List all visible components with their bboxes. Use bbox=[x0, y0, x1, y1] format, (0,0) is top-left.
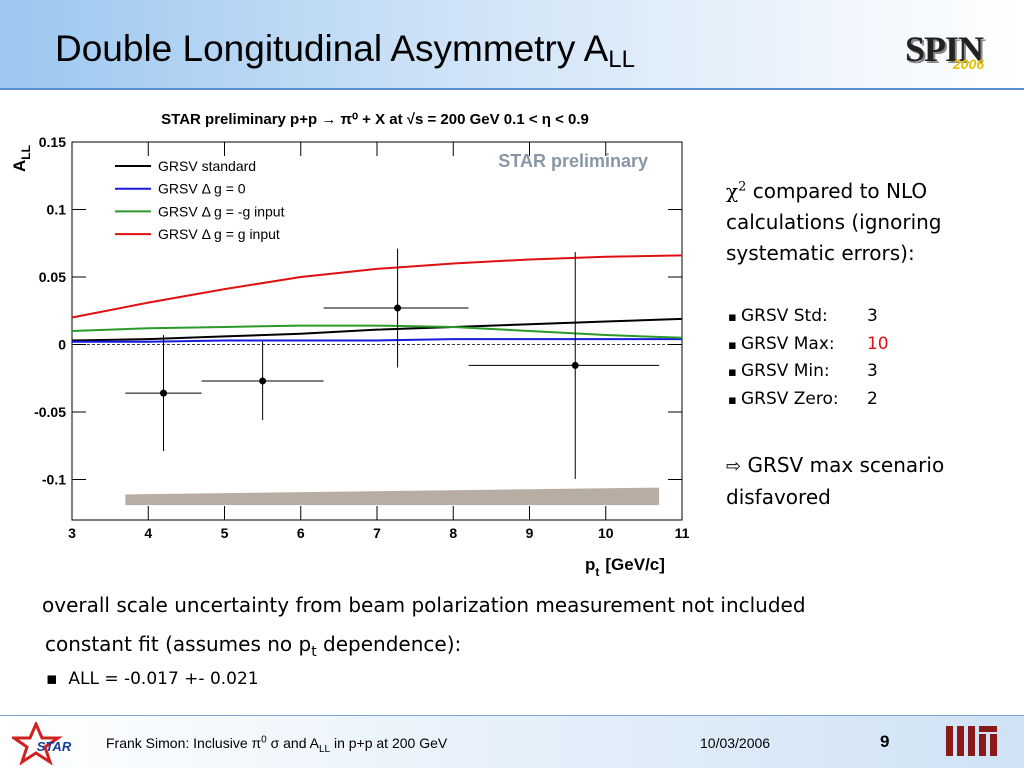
x-axis-label-sub: t bbox=[595, 565, 599, 579]
legend-label: GRSV Δ g = 0 bbox=[158, 181, 246, 197]
footer-rule bbox=[0, 715, 1024, 716]
curve bbox=[72, 338, 682, 343]
chi2-item: ▪ GRSV Min: 3 bbox=[728, 361, 878, 381]
x-tick-label: 10 bbox=[598, 525, 614, 541]
chi2-item: ▪ GRSV Std: 3 bbox=[728, 306, 878, 326]
chi2-label: GRSV Zero: bbox=[740, 388, 839, 409]
chi2-item: ▪ GRSV Zero: 2 bbox=[728, 388, 878, 409]
x-axis-label: pt [GeV/c] bbox=[585, 555, 665, 579]
legend-label: GRSV standard bbox=[158, 158, 256, 174]
y-axis-label: ALL bbox=[10, 145, 33, 172]
chi2-label: GRSV Max: bbox=[740, 333, 835, 354]
x-tick-label: 4 bbox=[144, 525, 152, 541]
y-axis-label-sub: LL bbox=[19, 145, 33, 160]
y-tick-label: 0.05 bbox=[39, 269, 66, 285]
chi2-item: ▪ GRSV Max: 10 bbox=[728, 333, 889, 354]
slide-title: Double Longitudinal Asymmetry ALL bbox=[55, 28, 635, 73]
chart-title: STAR preliminary p+p → π⁰ + X at √s = 20… bbox=[161, 111, 589, 128]
conclusion: ⇨ GRSV max scenario disfavored bbox=[726, 453, 945, 509]
y-tick-label: 0 bbox=[58, 337, 66, 353]
title-bar bbox=[0, 0, 1024, 88]
x-tick-label: 7 bbox=[373, 525, 381, 541]
title-rule bbox=[0, 88, 1024, 90]
star-logo-text: STAR bbox=[37, 739, 72, 754]
data-point bbox=[394, 304, 402, 312]
x-tick-label: 6 bbox=[297, 525, 305, 541]
legend-label: GRSV Δ g = -g input bbox=[158, 203, 285, 219]
footer-date: 10/03/2006 bbox=[700, 735, 771, 751]
chi2-value: 2 bbox=[866, 388, 878, 409]
legend-label: GRSV Δ g = g input bbox=[158, 226, 280, 242]
y-tick-label: 0.1 bbox=[47, 202, 67, 218]
y-axis-label-main: A bbox=[10, 160, 29, 172]
footer-text: Frank Simon: Inclusive π0 σ and ALL in p… bbox=[106, 734, 448, 755]
spin-logo-year: 2006 bbox=[953, 56, 985, 72]
spin-logo: SPIN bbox=[905, 29, 984, 69]
data-point bbox=[160, 389, 167, 397]
fit-text: constant fit (assumes no pt dependence): bbox=[45, 632, 462, 660]
watermark: STAR preliminary bbox=[498, 151, 648, 171]
y-tick-label: -0.05 bbox=[34, 404, 66, 420]
curve bbox=[71, 317, 683, 342]
curve bbox=[71, 324, 683, 339]
chi2-value: 3 bbox=[866, 306, 878, 326]
plot-frame bbox=[71, 141, 683, 521]
chi2-value: 3 bbox=[866, 361, 878, 381]
page-number: 9 bbox=[880, 732, 890, 751]
x-axis-label-main: p bbox=[585, 555, 595, 574]
chi2-intro: χ2 compared to NLO calculations (ignorin… bbox=[726, 179, 942, 265]
x-tick-label: 3 bbox=[68, 525, 76, 541]
chi2-label: GRSV Std: bbox=[740, 306, 828, 326]
x-tick-label: 9 bbox=[526, 525, 534, 541]
chi2-label: GRSV Min: bbox=[740, 361, 830, 381]
star-shape bbox=[12, 722, 63, 766]
y-tick-label: 0.15 bbox=[39, 134, 66, 150]
x-tick-label: 11 bbox=[675, 525, 690, 541]
fit-result: ▪ ALL = -0.017 +- 0.021 bbox=[46, 669, 259, 689]
y-tick-label: -0.1 bbox=[42, 472, 66, 488]
chart: STAR preliminary p+p → π⁰ + X at √s = 20… bbox=[10, 111, 690, 579]
x-tick-label: 8 bbox=[449, 525, 457, 541]
data-point bbox=[259, 377, 267, 385]
scale-note: overall scale uncertainty from beam pola… bbox=[42, 593, 806, 617]
curve bbox=[71, 254, 683, 319]
footer-bar bbox=[0, 716, 1024, 768]
data-point bbox=[571, 361, 579, 369]
x-tick-label: 5 bbox=[221, 525, 229, 541]
mit-logo bbox=[946, 726, 997, 756]
systematic-band bbox=[125, 487, 660, 506]
x-axis-label-unit: [GeV/c] bbox=[605, 555, 665, 574]
chi2-value: 10 bbox=[866, 333, 889, 354]
star-logo: STAR bbox=[12, 722, 72, 766]
